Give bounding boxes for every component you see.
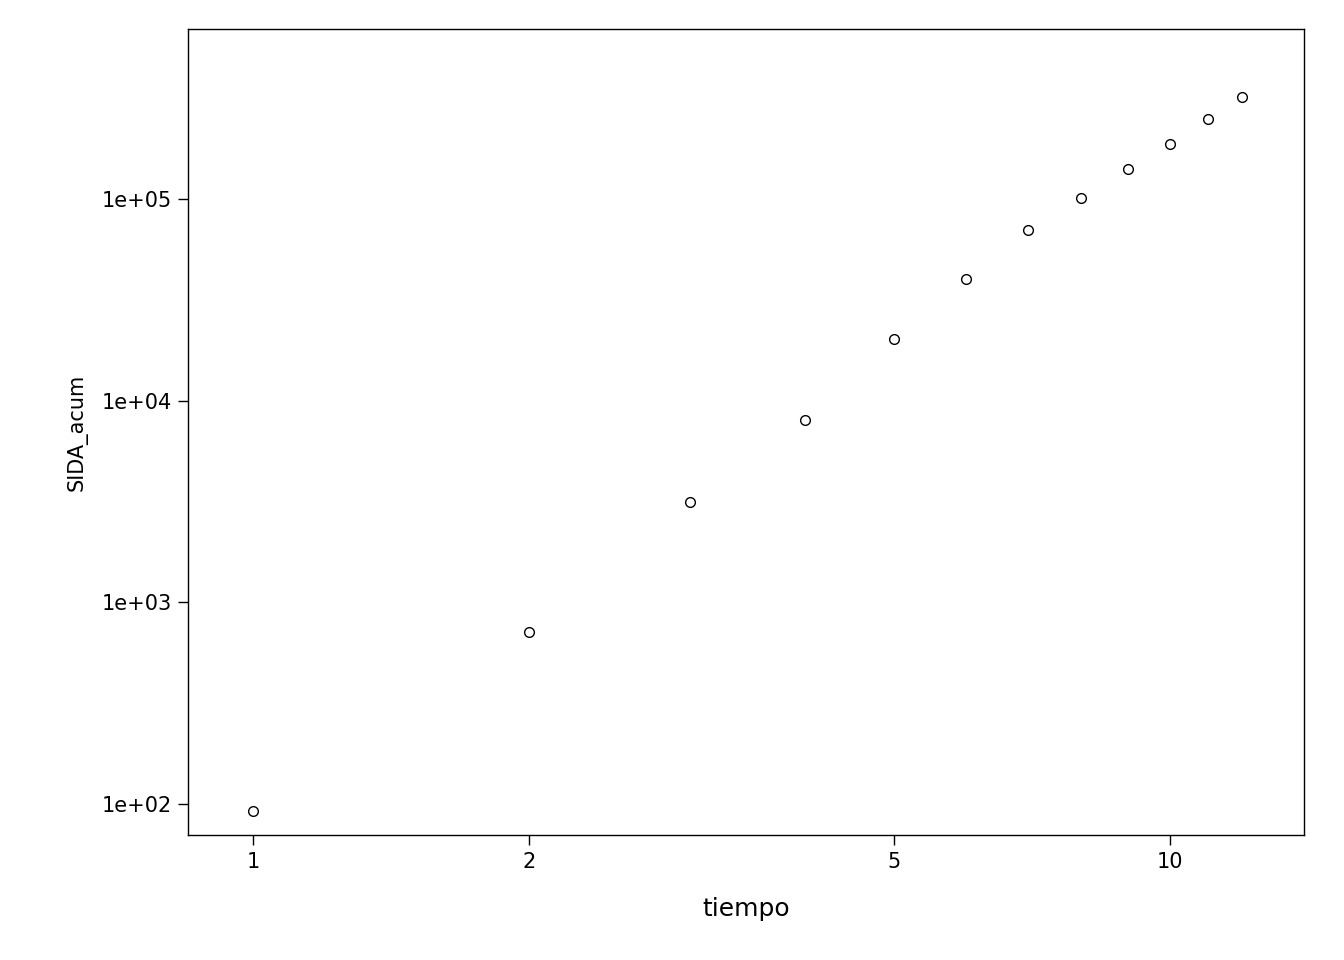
Y-axis label: SIDA_acum: SIDA_acum bbox=[66, 373, 87, 491]
X-axis label: tiempo: tiempo bbox=[702, 897, 790, 921]
